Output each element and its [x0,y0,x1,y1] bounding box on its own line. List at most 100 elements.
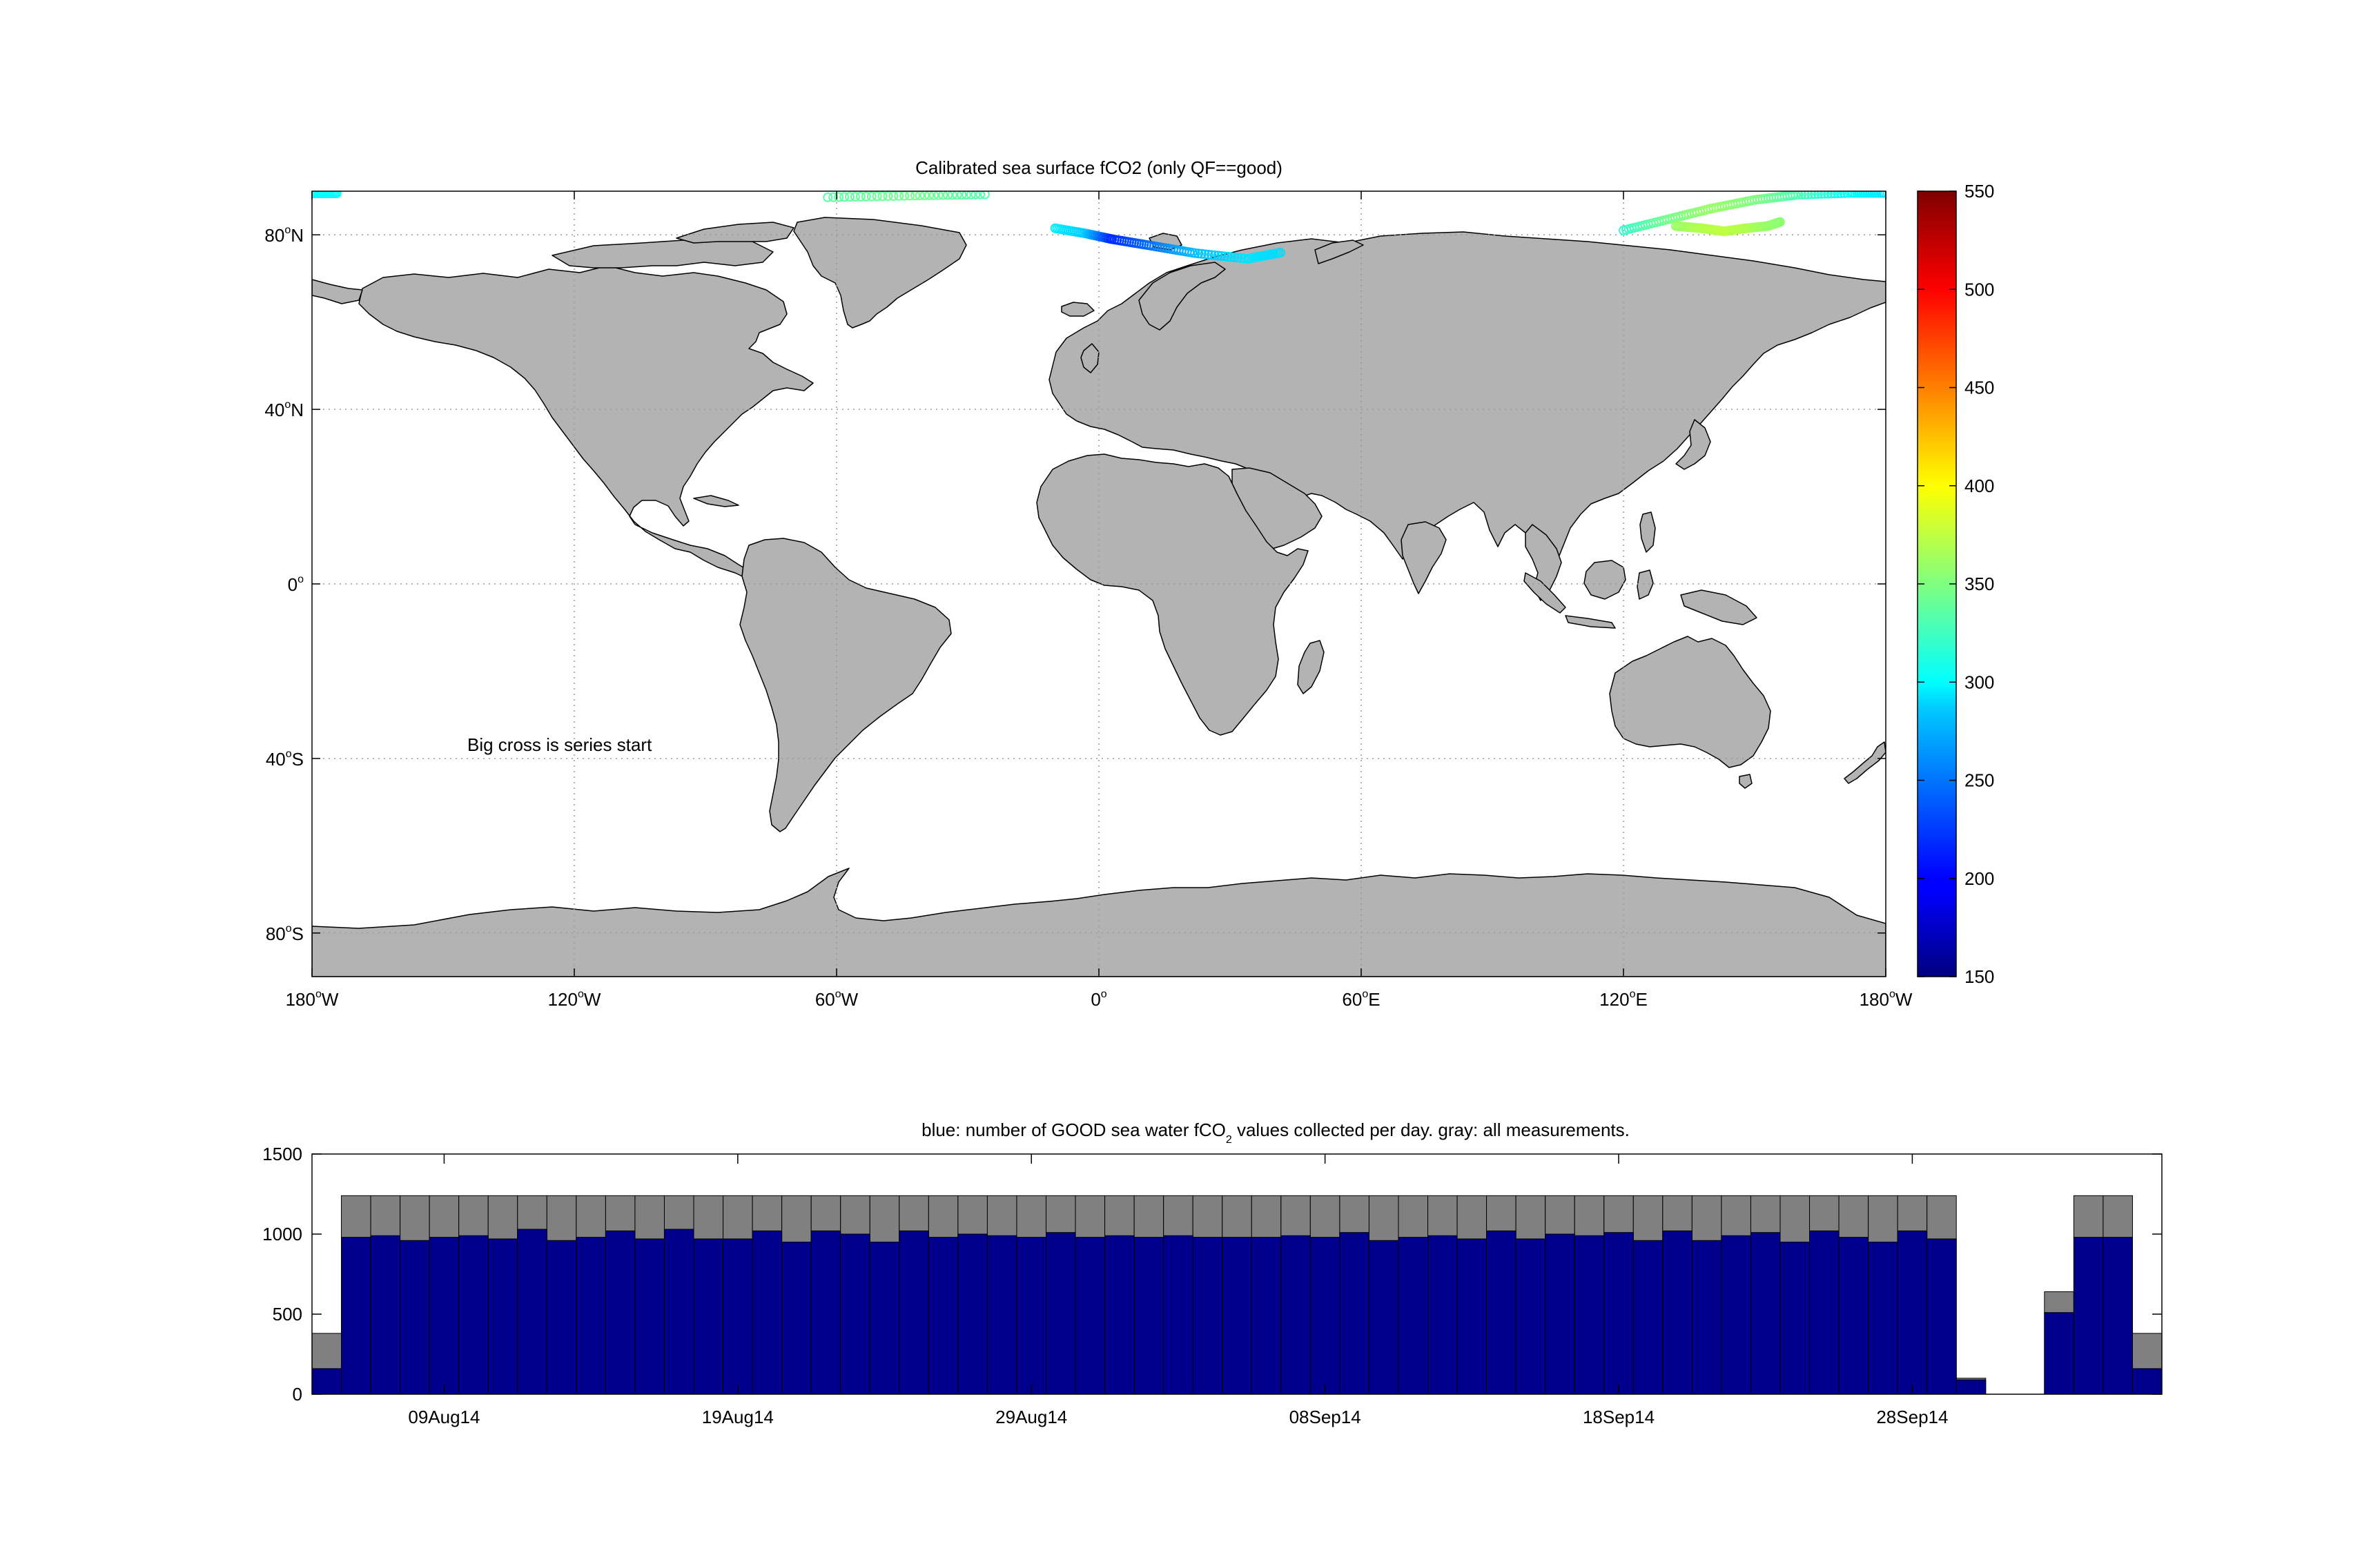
borneo-land [1583,560,1626,600]
map-x-tick-label-hemisphere: E [1635,989,1647,1010]
bar-good-values [1750,1232,1781,1395]
histogram-x-tick-label: 09Aug14 [408,1407,480,1427]
cuba-land [693,495,739,507]
fco2-marker [1216,251,1227,261]
fco2-marker [1797,191,1807,199]
histogram-y-tick-label: 1500 [262,1144,302,1164]
fco2-marker [1213,251,1223,261]
map-y-tick-label-value: 40 [266,749,286,770]
fco2-marker [1878,191,1886,198]
fco2-marker [1799,191,1810,199]
bar-good-values [1955,1379,1987,1395]
colorbar-tick-label: 200 [1964,868,1994,889]
map-x-tick-label-value: 180 [286,989,315,1010]
bar-good-values [1927,1238,1957,1395]
british-isles-land [1080,343,1100,373]
bar-good-values [752,1230,783,1395]
colorbar-tick-label: 450 [1964,378,1994,398]
map-y-tick-label: 80oN [264,224,304,246]
bar-good-values [723,1238,753,1395]
bar-good-values [957,1233,988,1395]
map-y-tick-label-value: 80 [266,923,286,944]
fco2-marker [1190,248,1200,258]
fco2-marker [966,191,976,199]
sumatra-land [1523,572,1566,614]
map-x-tick-label: 180oW [286,988,339,1010]
map-annotation: Big cross is series start [467,734,652,755]
histogram-ticks: 0 500 1000 1500 09Aug14 19Aug14 29Aug14 08Sep14… [262,1144,2162,1427]
bar-good-values [1309,1237,1340,1395]
fco2-marker [1226,252,1236,262]
map-y-tick-label-value: 0 [288,574,298,595]
bar-good-values [1192,1237,1223,1395]
map-x-tick-label-value: 60 [815,989,835,1010]
bar-good-values [370,1235,401,1395]
fco2-marker [861,191,871,202]
map-x-tick-label-degree: o [1889,988,1895,1000]
fco2-marker [1229,252,1240,262]
fco2-marker [828,192,839,202]
bar-good-values [341,1237,371,1395]
map-plot-area [312,191,1886,977]
bar-good-values [810,1230,841,1395]
map-y-tick-label-hemisphere: S [292,923,304,944]
iceland-land [1061,302,1095,317]
histogram-x-tick-label: 29Aug14 [995,1407,1067,1427]
fco2-marker [1813,191,1823,199]
map-x-tick-label-degree: o [1101,988,1107,1000]
fco2-marker [975,191,986,199]
bar-good-values [1809,1230,1840,1395]
fco2-marker [866,191,877,202]
map-x-tick-label-hemisphere: W [841,989,859,1010]
fco2-marker [979,191,990,199]
map-x-tick-label: 180oW [1860,988,1913,1010]
bar-good-values [1398,1237,1429,1395]
map-y-tick-label-degree: o [284,399,291,411]
madagascar-land [1297,640,1325,694]
fco2-track [312,191,1886,264]
ellesmere-island [676,222,794,244]
histogram-x-tick-label: 19Aug14 [702,1407,774,1427]
bar-good-values [1133,1237,1164,1395]
map-x-tick-label-degree: o [1362,988,1368,1000]
japan-land [1675,419,1711,470]
fco2-marker [1203,249,1213,260]
map-y-tick-label-value: 40 [264,400,284,420]
fco2-marker [947,191,957,200]
histogram-title-rest: values collected per day. gray: all meas… [1232,1120,1630,1140]
bar-good-values [1721,1235,1751,1395]
greenland-land [793,217,967,329]
map-y-tick-label-degree: o [298,574,304,585]
bar-good-values [1339,1232,1369,1395]
bar-good-values [1545,1233,1575,1395]
antarctica-land [312,868,1886,977]
bar-good-values [311,1368,342,1395]
map-ticks [311,191,1886,977]
fco2-marker [924,191,935,200]
colorbar-tick-label: 400 [1964,476,1994,496]
bar-good-values [1251,1237,1282,1395]
map-x-tick-label-degree: o [835,988,841,1000]
fco2-marker [888,191,899,201]
map-x-tick-label-value: 180 [1860,989,1889,1010]
fco2-marker [1803,191,1813,199]
colorbar-tick-label: 500 [1964,279,1994,300]
map-x-tick-label-hemisphere: W [584,989,601,1010]
fco2-marker [1220,251,1230,262]
fco2-marker [1791,191,1801,200]
map-y-tick-label-degree: o [286,748,292,760]
bar-good-values [1104,1235,1135,1395]
bar-good-values [634,1238,665,1395]
fco2-marker [1209,250,1220,260]
histogram-title-subscript: 2 [1226,1134,1232,1146]
fco2-marker [1233,253,1243,263]
histogram-y-tick-label: 500 [273,1304,302,1324]
map-x-tick-label-hemisphere: W [1895,989,1913,1010]
tasmania-land [1739,774,1753,789]
bar-good-values [2103,1237,2133,1395]
new-guinea-land [1680,589,1757,625]
bar-good-values [1427,1235,1458,1395]
bar-good-values [429,1237,460,1395]
fco2-marker [1833,191,1843,199]
bar-good-values [1016,1237,1046,1395]
